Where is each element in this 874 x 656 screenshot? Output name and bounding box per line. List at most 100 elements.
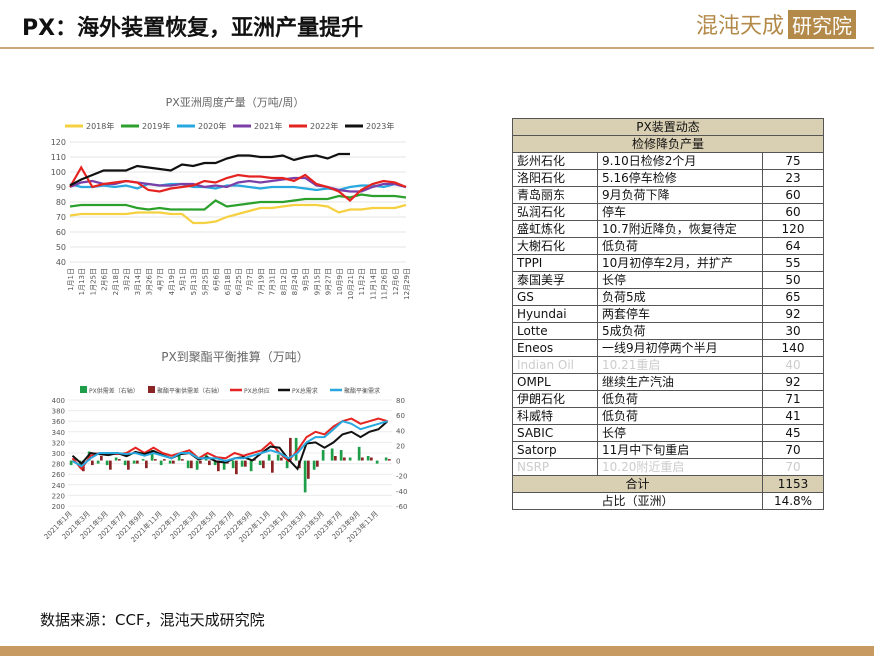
- y-tick-label-left: 340: [52, 429, 65, 437]
- unit-name: 弘润石化: [512, 203, 598, 221]
- unit-status: 11月中下旬重启: [597, 441, 763, 459]
- x-tick-label: 5月25日: [201, 268, 209, 295]
- x-tick-label: 4月19日: [168, 268, 176, 295]
- unit-value: 41: [762, 407, 824, 425]
- unit-status: 一线9月初停两个半月: [597, 339, 763, 357]
- x-tick-label: 7月31日: [269, 268, 277, 295]
- unit-status: 负荷5成: [597, 288, 763, 306]
- bar: [114, 457, 118, 461]
- bar: [123, 460, 127, 466]
- x-tick-label: 12月29日: [403, 268, 411, 300]
- x-tick-label: 6月25日: [235, 268, 243, 295]
- bar: [303, 460, 307, 493]
- x-tick-label: 7月7日: [246, 268, 254, 291]
- unit-status: 继续生产汽油: [597, 373, 763, 391]
- chart2-title: PX到聚酯平衡推算（万吨）: [161, 350, 309, 364]
- unit-name: Eneos: [512, 339, 598, 357]
- share-value: 14.8%: [762, 492, 824, 510]
- legend-label: 聚酯平衡需求: [344, 387, 380, 395]
- table-row: 泰国美孚 长停 50: [512, 271, 824, 289]
- bar: [388, 459, 391, 461]
- x-tick-label: 1月1日: [67, 268, 75, 291]
- table-row: GS 负荷5成 65: [512, 288, 824, 306]
- legend-label: PX总供应: [244, 387, 270, 395]
- unit-status: 10.7附近降负，恢复待定: [597, 220, 763, 238]
- bar: [159, 460, 163, 466]
- bar: [186, 460, 190, 469]
- table-row: 青岛丽东 9月负荷下降 60: [512, 186, 824, 204]
- unit-name: Satorp: [512, 441, 598, 459]
- y-tick-label-right: -60: [396, 503, 407, 511]
- bar: [145, 460, 148, 469]
- y-tick-label-right: 80: [396, 397, 405, 405]
- bar: [100, 456, 103, 461]
- unit-status: 低负荷: [597, 390, 763, 408]
- unit-name: 泰国美孚: [512, 271, 598, 289]
- table-row: Eneos 一线9月初停两个半月 140: [512, 339, 824, 357]
- bar: [307, 460, 310, 479]
- y-tick-label-left: 240: [52, 482, 65, 490]
- y-tick-label: 40: [56, 258, 66, 267]
- unit-value: 75: [762, 152, 824, 170]
- legend-label: 2022年: [310, 121, 338, 131]
- bar: [271, 460, 274, 473]
- bar: [357, 446, 361, 461]
- unit-name: Lotte: [512, 322, 598, 340]
- y-tick-label: 120: [51, 138, 66, 147]
- unit-name: TPPI: [512, 254, 598, 272]
- weekly-output-chart: 2018年 2019年 2020年 2021年 2022年 2023年 40 50 60 70 80…: [51, 121, 411, 300]
- bar: [222, 460, 226, 470]
- x-tick-label: 3月26日: [145, 268, 153, 295]
- bar: [370, 457, 373, 461]
- bar: [276, 454, 280, 461]
- y-tick-label: 100: [51, 168, 66, 177]
- x-tick-label: 9月5日: [302, 268, 310, 291]
- unit-status: 9.10日检修2个月: [597, 152, 763, 170]
- legend-label: 2023年: [366, 121, 394, 131]
- unit-status: 低负荷: [597, 237, 763, 255]
- series-line: [69, 203, 407, 225]
- unit-value: 92: [762, 373, 824, 391]
- x-tick-label: 3月14日: [134, 268, 142, 295]
- unit-value: 64: [762, 237, 824, 255]
- unit-name: Hyundai: [512, 305, 598, 323]
- unit-value: 40: [762, 356, 824, 374]
- bar: [280, 457, 283, 461]
- unit-value: 60: [762, 186, 824, 204]
- unit-status: 长停: [597, 271, 763, 289]
- bar: [105, 460, 109, 466]
- bar: [127, 460, 130, 470]
- table-row: Lotte 5成负荷 30: [512, 322, 824, 340]
- bar: [361, 457, 364, 461]
- y-tick-label: 60: [56, 228, 66, 237]
- x-tick-label: 11月14日: [369, 268, 377, 300]
- y-tick-label-left: 300: [52, 450, 65, 458]
- unit-value: 71: [762, 390, 824, 408]
- bar: [231, 460, 235, 469]
- bar: [208, 460, 211, 466]
- bar: [118, 459, 121, 461]
- series-line: [69, 182, 407, 192]
- share-label: 占比（亚洲）: [512, 492, 763, 510]
- unit-name: 大榭石化: [512, 237, 598, 255]
- x-tick-label: 11月2日: [358, 268, 366, 295]
- x-tick-label: 6月18日: [224, 268, 232, 295]
- y-tick-label-right: 0: [396, 458, 400, 466]
- x-tick-label: 4月7日: [157, 268, 165, 291]
- bar: [168, 460, 172, 464]
- total-value: 1153: [762, 475, 824, 493]
- table-row: Indian Oil 10.21重启 40: [512, 356, 824, 374]
- unit-value: 30: [762, 322, 824, 340]
- unit-name: 彭州石化: [512, 152, 598, 170]
- table-title: PX装置动态: [512, 118, 824, 136]
- unit-name: 科威特: [512, 407, 598, 425]
- unit-status: 9月负荷下降: [597, 186, 763, 204]
- unit-status: 5.16停车检修: [597, 169, 763, 187]
- bar: [91, 460, 94, 466]
- bar: [343, 457, 346, 461]
- x-tick-label: 5月13日: [190, 268, 198, 295]
- bar: [316, 460, 319, 467]
- unit-value: 65: [762, 288, 824, 306]
- y-tick-label: 50: [56, 243, 66, 252]
- x-tick-label: 9月15日: [313, 268, 321, 295]
